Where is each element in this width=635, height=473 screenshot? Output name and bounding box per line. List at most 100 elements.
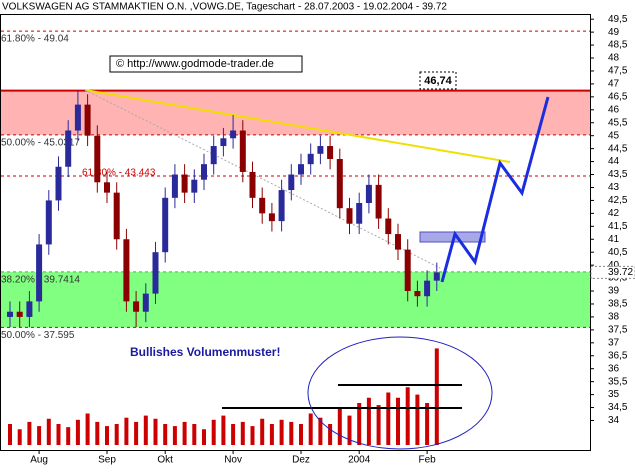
copyright: © http://www.godmode-trader.de xyxy=(116,58,274,70)
candle-body xyxy=(239,130,246,172)
x-tick-label: Feb xyxy=(418,455,436,466)
y-tick-label: 48,5 xyxy=(608,40,628,51)
candle-body xyxy=(259,197,266,214)
volume-bar xyxy=(289,421,294,445)
bands xyxy=(1,90,590,328)
volume-bar xyxy=(124,417,129,445)
candles xyxy=(7,90,440,328)
target-label: 46,74 xyxy=(424,75,452,87)
volume-bar xyxy=(56,424,61,445)
y-tick-label: 43,5 xyxy=(608,169,628,180)
copyright-box xyxy=(109,55,303,73)
candle-body xyxy=(191,179,198,193)
volume-bar xyxy=(85,413,90,445)
candle-body xyxy=(16,311,23,317)
volume-bar xyxy=(386,392,391,445)
last-value: 39.72 xyxy=(608,267,633,278)
y-tick-label: 47 xyxy=(608,79,620,90)
y-tick-label: 49 xyxy=(608,27,620,38)
candle-body xyxy=(230,130,237,139)
candle-body xyxy=(317,146,324,154)
candle-body xyxy=(113,192,120,240)
volume-bar xyxy=(134,421,139,445)
y-tick-label: 40 xyxy=(608,260,620,271)
highlight-ellipse xyxy=(307,336,493,450)
candle-body xyxy=(375,184,382,219)
y-tick-label: 43 xyxy=(608,182,620,193)
candle-body xyxy=(36,244,43,302)
band xyxy=(1,90,590,135)
trend-line xyxy=(84,89,511,163)
candle-body xyxy=(26,301,33,317)
candle-body xyxy=(385,218,392,235)
candle-body xyxy=(152,252,159,294)
volume-bar xyxy=(163,424,168,445)
volume-bar xyxy=(425,403,430,445)
volume-bar xyxy=(269,424,274,445)
candle-body xyxy=(181,174,188,193)
candle-body xyxy=(278,190,285,222)
y-tick-label: 46,5 xyxy=(608,91,628,102)
volume-bar xyxy=(8,424,12,445)
volume-bar xyxy=(37,426,42,445)
y-tick-label: 39 xyxy=(608,286,620,297)
candle-body xyxy=(210,146,217,165)
y-tick-label: 38 xyxy=(608,312,620,323)
y-tick-label: 47,5 xyxy=(608,66,628,77)
volume-bar xyxy=(105,426,109,445)
y-tick-label: 36 xyxy=(608,363,620,374)
volume-bar xyxy=(231,424,236,445)
annotation: Bullishes Volumenmuster! xyxy=(130,345,280,359)
volume-bar xyxy=(318,417,323,445)
candle-body xyxy=(94,135,101,183)
volume-bar xyxy=(143,415,148,445)
volume-bar xyxy=(415,394,420,445)
x-tick-label: 2004 xyxy=(348,455,371,466)
volume-bar xyxy=(114,424,119,445)
x-tick-label: Dez xyxy=(292,455,310,466)
band xyxy=(1,271,590,328)
candle-body xyxy=(220,138,227,147)
volume-bar xyxy=(240,421,245,445)
level-label: 61.80% - 43.443 xyxy=(82,168,156,179)
candle-body xyxy=(171,174,178,198)
candle-body xyxy=(424,280,431,297)
x-tick-label: Nov xyxy=(224,455,242,466)
volume xyxy=(8,348,439,445)
volume-bar xyxy=(172,426,177,445)
axis-panel xyxy=(591,14,635,451)
volume-bar xyxy=(192,424,197,445)
y-tick-label: 41 xyxy=(608,234,620,245)
volume-bar xyxy=(260,418,265,445)
y-tick-label: 34 xyxy=(608,415,620,426)
volume-bar xyxy=(279,419,284,445)
candle-body xyxy=(365,184,372,204)
candle-body xyxy=(268,213,275,222)
volume-bar xyxy=(46,418,51,445)
candle-body xyxy=(65,130,72,167)
candle-body xyxy=(74,104,81,131)
volume-bar xyxy=(202,429,206,445)
level-label: 50.00% - 45.0317 xyxy=(1,138,80,149)
y-tick-label: 46 xyxy=(608,104,620,115)
candle-body xyxy=(298,164,304,175)
candle-body xyxy=(45,200,52,245)
volume-bar xyxy=(27,421,32,445)
volume-bar xyxy=(221,415,226,445)
y-tick-label: 37,5 xyxy=(608,325,628,336)
candle-body xyxy=(346,208,353,224)
y-tick-label: 44,5 xyxy=(608,143,628,154)
candle-body xyxy=(356,203,363,224)
candle-body xyxy=(104,182,110,193)
candle-body xyxy=(307,153,314,165)
y-tick-label: 45,5 xyxy=(608,117,628,128)
x-tick-label: Aug xyxy=(30,455,48,466)
level-label: 50.00% - 37.595 xyxy=(1,330,75,341)
last-value-box xyxy=(590,265,635,279)
volume-bar xyxy=(376,405,381,445)
volume-bar xyxy=(337,408,342,445)
volume-bar xyxy=(405,387,410,445)
volume-bar xyxy=(308,413,313,445)
